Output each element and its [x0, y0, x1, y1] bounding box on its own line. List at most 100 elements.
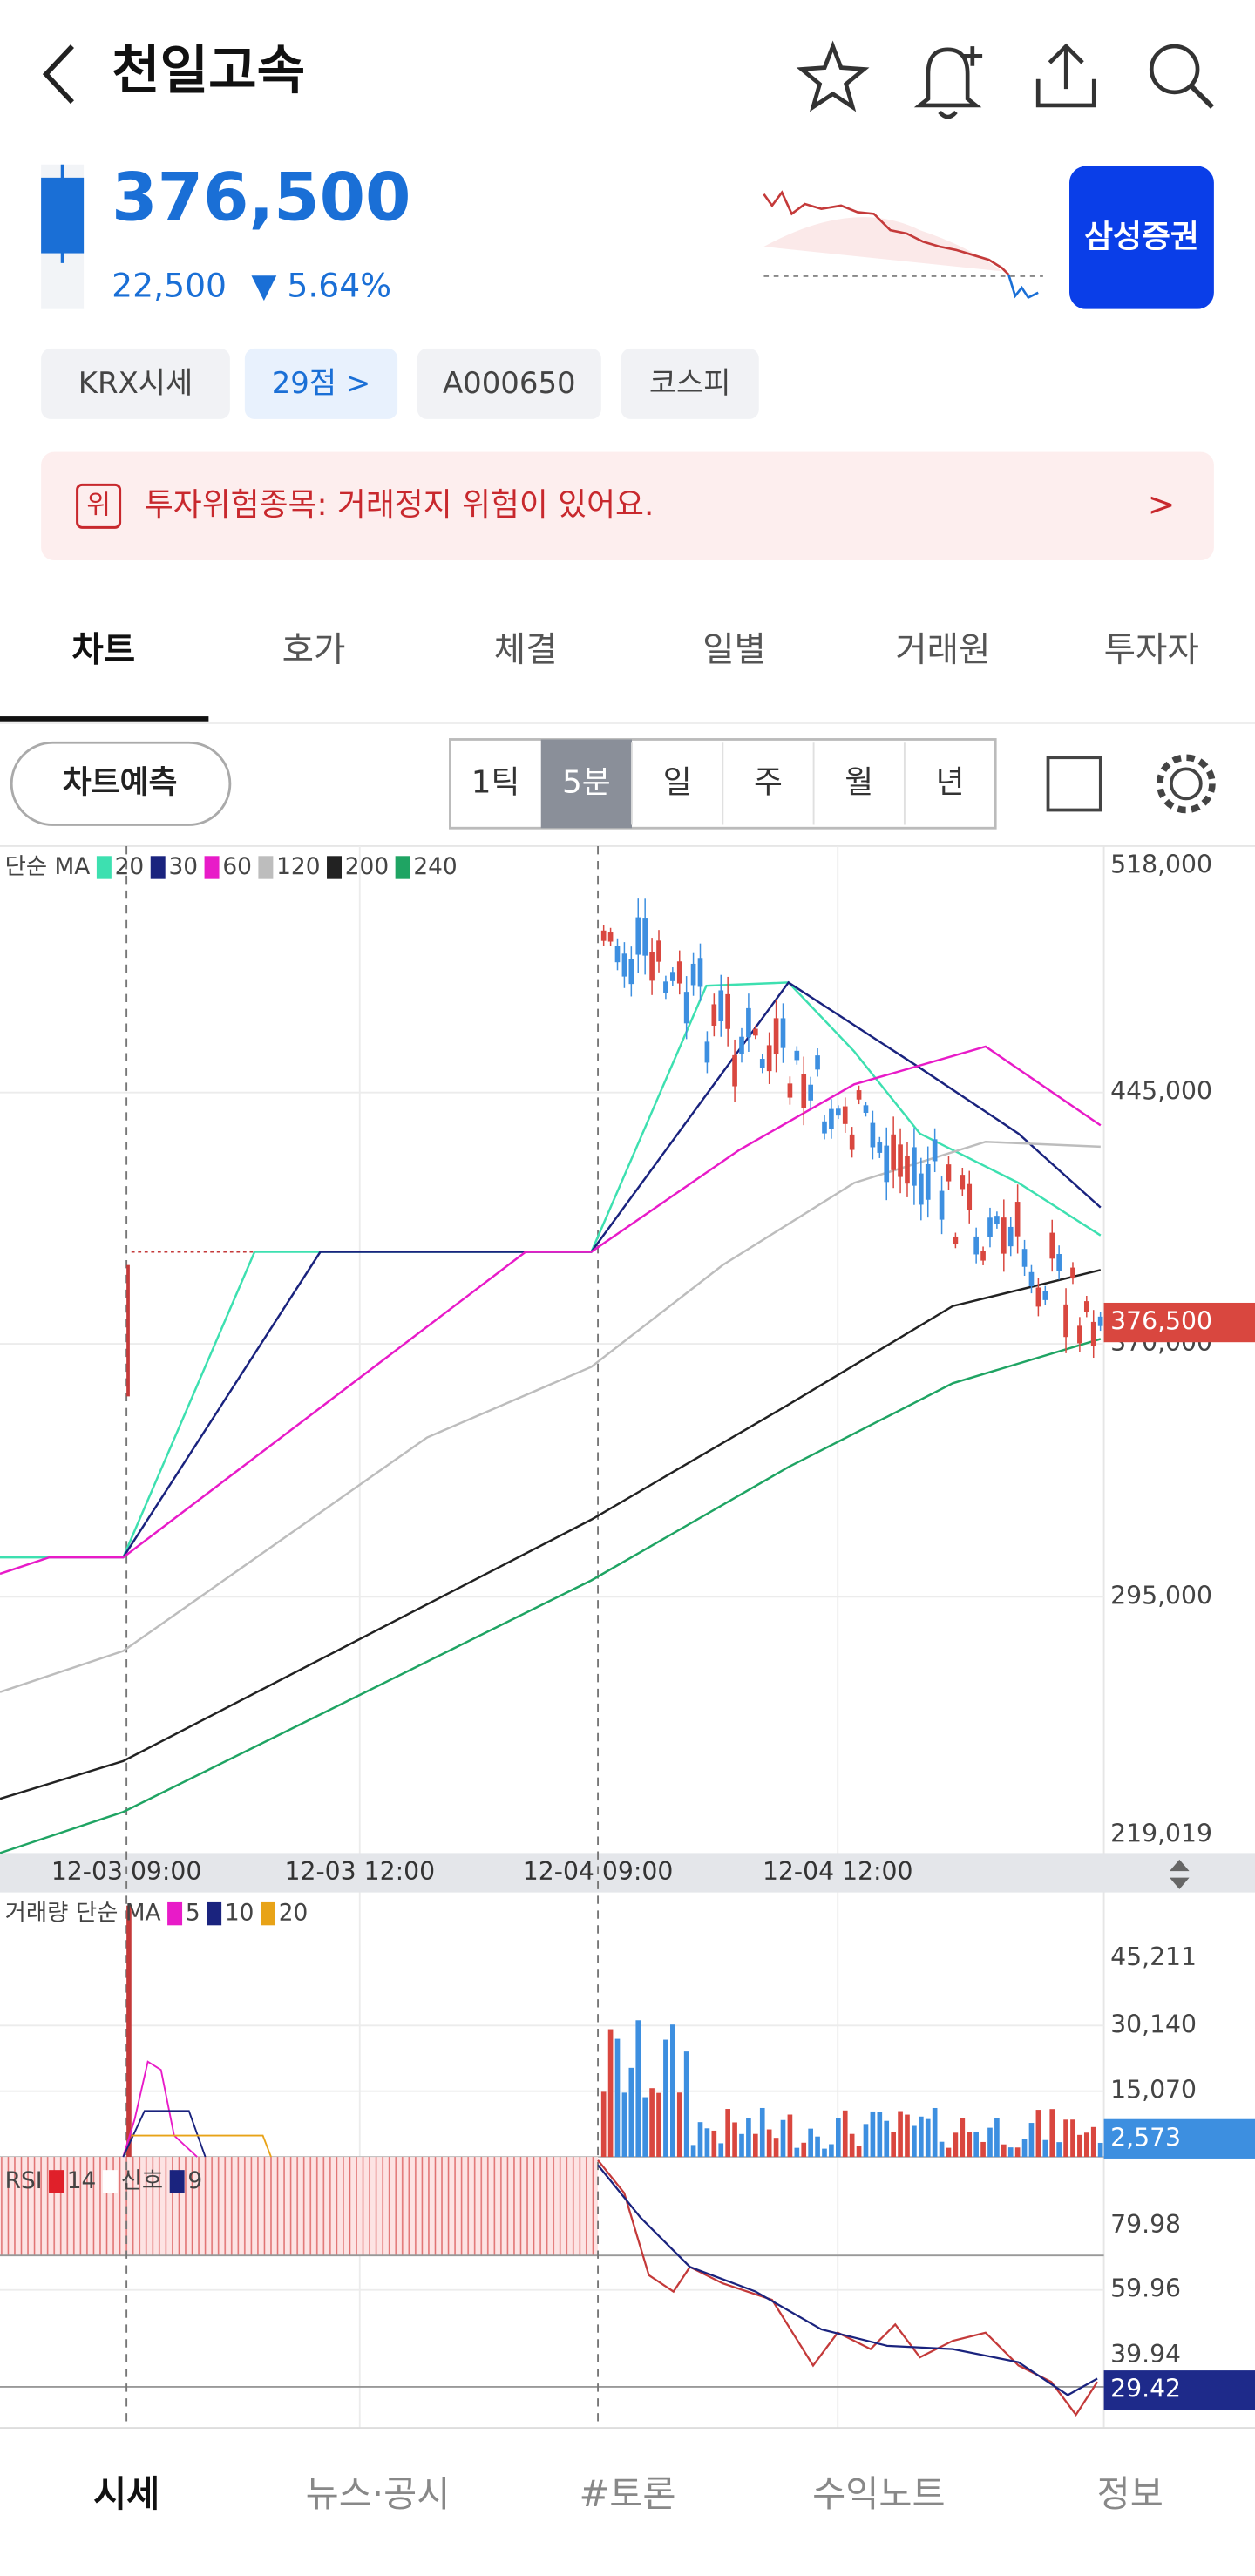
candle-deco: [635, 917, 641, 955]
candle-deco: [621, 953, 628, 977]
volume-deco: [835, 2118, 841, 2158]
volume-deco: [718, 2143, 724, 2158]
y-axis-label: 15,070: [1110, 2076, 1197, 2105]
candle-deco: [683, 992, 689, 1024]
candle-deco: [815, 1055, 820, 1070]
back-icon[interactable]: [42, 44, 74, 105]
nav-item[interactable]: 수익노트: [812, 2473, 946, 2515]
volume-deco: [663, 2039, 668, 2158]
resize-handle[interactable]: [1169, 1859, 1190, 1889]
period[interactable]: 주: [754, 764, 783, 800]
tag-label: 29점 >: [272, 366, 371, 400]
nav-item[interactable]: #토론: [579, 2473, 675, 2515]
nav-item[interactable]: 시세: [93, 2473, 159, 2515]
share-icon[interactable]: [1035, 43, 1096, 108]
volume-deco: [1097, 2142, 1103, 2158]
rsi-band: [0, 2157, 599, 2256]
time-axis-bar: [0, 1853, 1255, 1893]
tab[interactable]: 체결: [494, 630, 558, 670]
volume-deco: [842, 2110, 848, 2158]
predict-button[interactable]: [10, 741, 232, 826]
x-axis-label: 12-04 09:00: [523, 1857, 674, 1886]
nav-item[interactable]: 뉴스·공시: [306, 2473, 451, 2515]
broker-button[interactable]: [1069, 166, 1214, 309]
volume-deco: [1014, 2147, 1021, 2158]
volume-deco: [925, 2118, 931, 2158]
period[interactable]: 년: [936, 764, 965, 800]
candle-deco: [780, 1018, 786, 1048]
price-change: 22,500: [112, 267, 227, 305]
candle-deco: [822, 1121, 827, 1134]
legend-swatch: [260, 1901, 275, 1926]
tag[interactable]: [41, 348, 230, 419]
candle-deco: [829, 1108, 834, 1129]
legend-item: 30: [168, 854, 198, 880]
legend-item: 60: [222, 854, 252, 880]
vol-ma-deco: [122, 2110, 207, 2158]
legend-swatch: [102, 2170, 118, 2193]
star-icon[interactable]: [796, 40, 870, 112]
nav-item[interactable]: 정보: [1097, 2473, 1163, 2515]
volume-deco: [600, 2091, 607, 2158]
current-price: 376,500: [112, 159, 410, 236]
tab[interactable]: 일별: [702, 630, 766, 670]
mini-chart-tail: [1007, 274, 1039, 300]
volume-deco: [690, 2145, 696, 2158]
period[interactable]: 일: [663, 764, 692, 800]
mini-area: [763, 217, 1002, 272]
candle-deco: [739, 1036, 744, 1054]
period[interactable]: 5분: [562, 764, 611, 800]
candle-deco: [746, 1007, 751, 1038]
candle-deco: [994, 1216, 1000, 1224]
search-icon[interactable]: [1149, 44, 1200, 95]
volume-deco: [697, 2122, 703, 2158]
candle-deco: [953, 1236, 959, 1244]
volume-deco: [877, 2112, 883, 2158]
tab[interactable]: 호가: [282, 630, 346, 670]
candle-icon: [41, 177, 85, 254]
settings-icon[interactable]: [1169, 767, 1203, 801]
candle-deco: [849, 1134, 855, 1150]
ma-line-deco: [0, 1045, 1102, 1576]
legend-swatch: [395, 856, 410, 879]
settings-gear: [1156, 754, 1216, 814]
candle-deco: [676, 961, 682, 984]
ma-line-deco: [0, 1338, 1102, 1854]
candle-deco: [1014, 1202, 1021, 1237]
legend-item: 5: [186, 1901, 200, 1927]
candle-deco: [663, 981, 668, 993]
tag[interactable]: [244, 348, 398, 419]
layout-icon[interactable]: [1046, 756, 1102, 812]
volume-deco: [1028, 2123, 1035, 2158]
candle-deco: [973, 1236, 979, 1255]
volume-deco: [773, 2138, 779, 2158]
volume-deco: [808, 2128, 813, 2158]
tab[interactable]: 차트: [71, 630, 135, 670]
candle-deco: [842, 1106, 848, 1124]
legend-swatch: [96, 856, 112, 879]
legend-swatch: [169, 2170, 185, 2193]
candle-deco: [725, 993, 730, 1029]
period[interactable]: 월: [845, 764, 873, 800]
candle-deco: [939, 1190, 945, 1220]
period[interactable]: 1틱: [471, 764, 520, 800]
legend-swatch: [207, 1901, 222, 1926]
candle-deco: [856, 1090, 862, 1100]
bell-icon[interactable]: [913, 47, 982, 119]
warning-box[interactable]: [41, 451, 1214, 561]
tag[interactable]: [417, 348, 601, 419]
volume-deco: [1049, 2109, 1055, 2158]
volume-deco: [967, 2132, 973, 2158]
legend-item: 240: [413, 854, 457, 880]
vol-ma-deco: [131, 2134, 272, 2158]
tab[interactable]: 투자자: [1104, 630, 1199, 670]
candle-deco: [759, 1059, 765, 1068]
y-axis-label: 45,211: [1110, 1942, 1197, 1971]
tab[interactable]: 거래원: [895, 630, 990, 670]
candle-deco: [877, 1142, 883, 1153]
tag[interactable]: [621, 348, 759, 419]
candle-deco: [1083, 1301, 1089, 1312]
legend-title: RSI: [5, 2168, 43, 2194]
